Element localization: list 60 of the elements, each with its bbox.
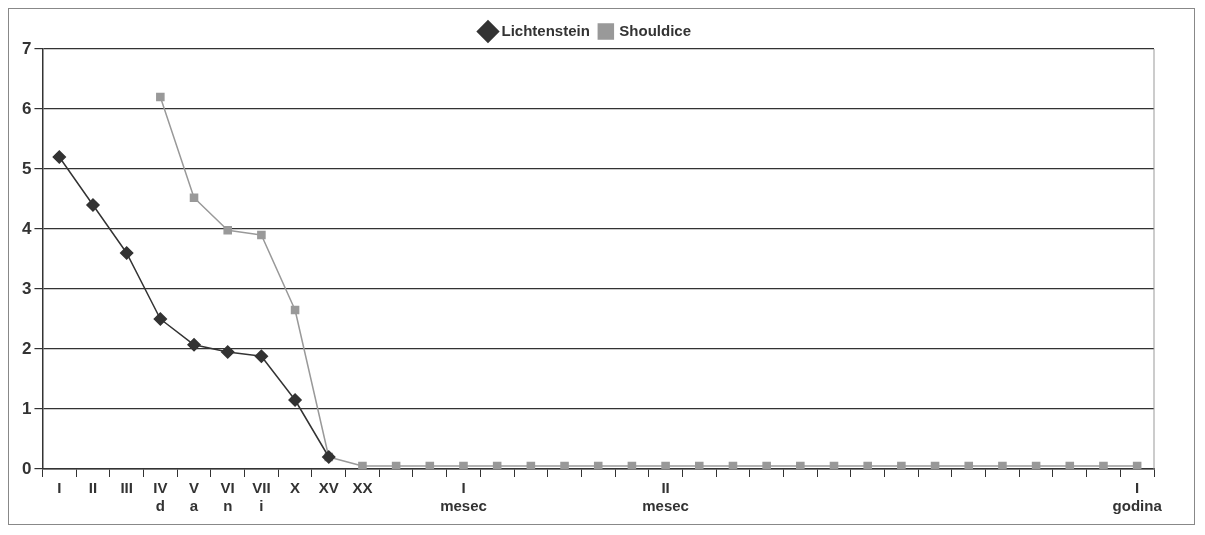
point bbox=[223, 225, 232, 235]
x-tick-label: I godina bbox=[1112, 479, 1163, 515]
point bbox=[358, 461, 367, 469]
point bbox=[1031, 461, 1041, 469]
x-tick-label: IV d bbox=[153, 479, 168, 515]
x-tick-label: I bbox=[57, 479, 62, 497]
point bbox=[254, 349, 269, 363]
point bbox=[526, 461, 536, 469]
x-tick-label: XX bbox=[352, 479, 373, 497]
y-tick-label: 5 bbox=[21, 158, 32, 178]
point bbox=[930, 461, 940, 469]
y-tick-label: 1 bbox=[21, 398, 32, 418]
y-tick-label: 2 bbox=[21, 338, 32, 358]
point bbox=[288, 393, 302, 407]
point bbox=[153, 312, 168, 326]
point bbox=[189, 193, 199, 203]
point bbox=[156, 92, 165, 102]
point bbox=[220, 345, 235, 359]
x-tick-label: VII i bbox=[252, 479, 271, 515]
point bbox=[52, 150, 67, 164]
point bbox=[425, 461, 435, 469]
point bbox=[796, 461, 805, 469]
point bbox=[560, 461, 569, 469]
legend-label: Shouldice bbox=[619, 21, 692, 39]
point bbox=[694, 461, 704, 469]
point bbox=[829, 461, 839, 469]
point bbox=[187, 338, 201, 352]
point bbox=[593, 461, 603, 469]
x-tick-label: II bbox=[88, 479, 98, 497]
point bbox=[1132, 461, 1142, 469]
point bbox=[964, 461, 974, 469]
point bbox=[1065, 461, 1075, 469]
point bbox=[1099, 461, 1108, 469]
x-tick-label: I mesec bbox=[440, 479, 487, 515]
point bbox=[998, 461, 1007, 469]
x-tick-label: II mesec bbox=[642, 479, 689, 515]
point bbox=[459, 461, 468, 469]
y-tick-label: 3 bbox=[21, 278, 32, 298]
x-tick-label: V a bbox=[189, 479, 200, 515]
point bbox=[897, 461, 906, 469]
y-tick-label: 4 bbox=[21, 218, 32, 238]
y-tick-label: 0 bbox=[21, 458, 32, 478]
point bbox=[492, 461, 502, 469]
point bbox=[627, 461, 637, 469]
y-tick-label: 7 bbox=[21, 38, 32, 58]
point bbox=[661, 461, 670, 469]
point bbox=[119, 246, 134, 260]
legend-label: Lichtenstein bbox=[501, 21, 590, 39]
point bbox=[762, 461, 771, 469]
x-tick-label: III bbox=[120, 479, 133, 497]
x-tick-label: X bbox=[290, 479, 301, 497]
point bbox=[290, 305, 300, 315]
point bbox=[863, 461, 872, 469]
y-tick-label: 6 bbox=[21, 98, 32, 118]
point bbox=[86, 198, 100, 212]
x-tick-label: VI n bbox=[220, 479, 235, 515]
point bbox=[257, 230, 266, 240]
x-tick-label: XV bbox=[318, 479, 339, 497]
point bbox=[391, 461, 401, 469]
point bbox=[728, 461, 738, 469]
